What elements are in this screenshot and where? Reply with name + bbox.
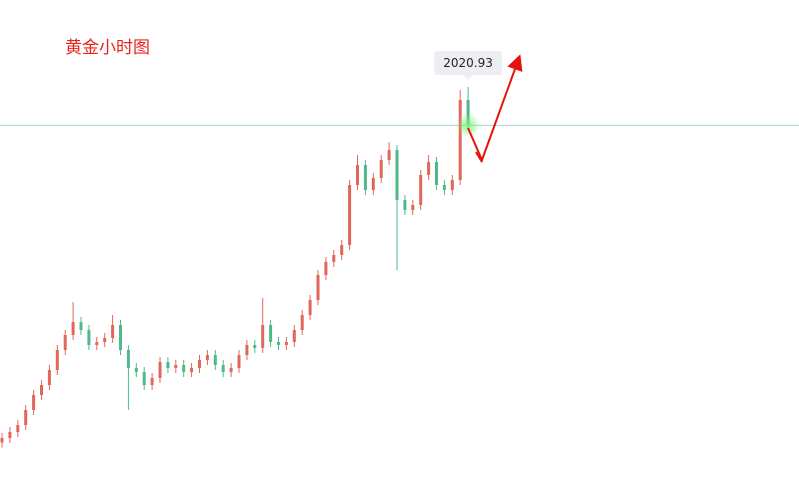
- candle-body: [245, 345, 249, 355]
- candle-body: [324, 262, 328, 275]
- candle-body: [237, 355, 241, 368]
- candle-body: [308, 300, 312, 315]
- candle-body: [356, 165, 359, 185]
- candle-body: [379, 160, 383, 178]
- candle-body: [435, 162, 438, 185]
- candle-body: [198, 360, 201, 368]
- candle-body: [253, 345, 257, 348]
- candle-body: [174, 365, 178, 368]
- candle-body: [79, 322, 83, 330]
- candle-body: [261, 325, 265, 348]
- candle-body: [142, 372, 146, 385]
- tooltip-label: 2020.93: [443, 56, 493, 70]
- candle-body: [150, 378, 154, 385]
- candle-body: [450, 180, 454, 190]
- candle-body: [395, 150, 399, 200]
- candle-body: [269, 325, 273, 342]
- candle-body: [466, 100, 470, 125]
- candle-body: [277, 342, 280, 345]
- candle-body: [229, 368, 233, 372]
- candle-body: [0, 438, 4, 443]
- candle-body: [134, 368, 138, 372]
- candle-body: [111, 325, 115, 338]
- candle-body: [87, 330, 91, 345]
- candle-body: [119, 325, 122, 350]
- candle-body: [348, 185, 352, 245]
- candle-body: [284, 342, 288, 345]
- candle-body: [371, 178, 375, 190]
- candle-body: [458, 100, 462, 180]
- candle-body: [419, 175, 423, 205]
- annotation-arrow: [467, 54, 523, 163]
- candle-body: [126, 350, 130, 368]
- tooltip-box: [434, 51, 503, 75]
- candle-body: [205, 355, 209, 360]
- candle-body: [292, 330, 296, 342]
- candle-body: [16, 425, 20, 432]
- candle-body: [103, 338, 107, 342]
- candle-body: [300, 315, 304, 330]
- candle-body: [363, 165, 367, 190]
- candle-body: [403, 200, 407, 210]
- candle-body: [221, 365, 225, 372]
- candle-body: [71, 322, 75, 335]
- current-glow: [456, 113, 481, 138]
- candle-body: [427, 162, 431, 175]
- candle-body: [47, 370, 51, 385]
- candle-body: [55, 350, 59, 370]
- candle-body: [213, 355, 217, 365]
- candle-body: [95, 342, 99, 345]
- candle-body: [158, 362, 162, 378]
- candle-body: [442, 185, 446, 190]
- candle-body: [332, 255, 336, 262]
- candle-body: [8, 432, 12, 438]
- plot-area: 2020.93: [0, 51, 799, 448]
- candle-body: [411, 205, 415, 210]
- candle-body: [166, 362, 170, 368]
- candle-body: [387, 150, 391, 160]
- candle-body: [63, 335, 67, 350]
- candle-body: [340, 245, 344, 255]
- candle-body: [24, 410, 28, 425]
- candle-body: [190, 368, 194, 372]
- candle-body: [40, 385, 43, 395]
- annotation-arrow-head: [475, 151, 483, 163]
- candle-body: [32, 395, 36, 410]
- candle-body: [182, 365, 186, 372]
- chart-title: 黄金小时图: [65, 38, 150, 58]
- tooltip-pointer: [463, 75, 474, 80]
- candle-body: [316, 275, 320, 300]
